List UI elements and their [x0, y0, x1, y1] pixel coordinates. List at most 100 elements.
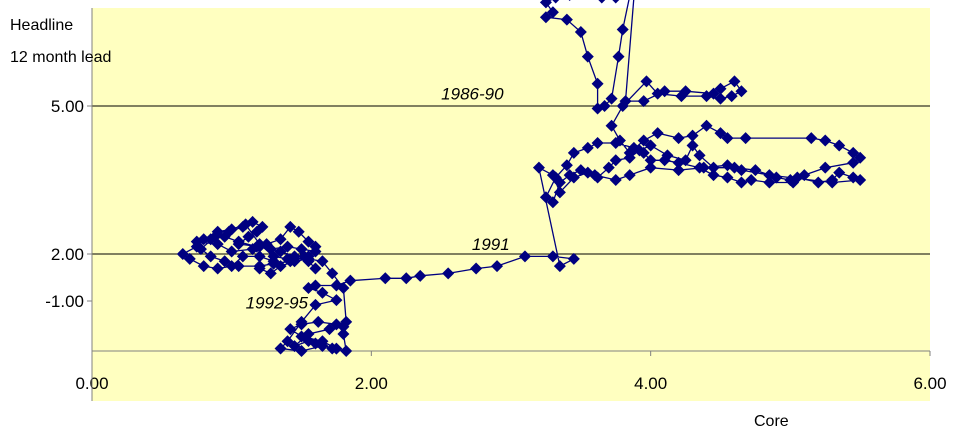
data-point-213	[302, 255, 315, 268]
data-point-197	[253, 260, 266, 273]
data-point-202	[208, 230, 221, 243]
data-point-50	[847, 156, 860, 169]
data-point-97	[826, 176, 839, 189]
data-point-9	[560, 13, 573, 26]
data-point-4	[568, 0, 571, 1]
data-point-204	[236, 220, 249, 233]
data-point-30	[675, 90, 688, 103]
data-point-112	[553, 260, 566, 273]
data-point-107	[581, 166, 594, 179]
data-point-78	[609, 154, 622, 167]
data-point-1	[612, 0, 620, 4]
data-point-160	[253, 250, 266, 263]
data-point-210	[253, 240, 266, 253]
data-point-125	[302, 281, 315, 294]
data-point-8	[539, 11, 552, 24]
x-tick-label-3: 6.00	[913, 374, 946, 393]
data-point-214	[309, 262, 322, 275]
data-point-118	[442, 267, 455, 280]
data-point-5	[552, 0, 560, 4]
data-point-25	[728, 75, 741, 88]
data-point-138	[295, 318, 308, 331]
data-point-148	[340, 345, 353, 357]
data-point-81	[644, 139, 657, 152]
x-axis-title: Core	[754, 413, 789, 430]
data-point-84	[686, 139, 699, 152]
data-point-11	[581, 50, 594, 63]
data-point-32	[640, 75, 653, 88]
annotations-group: 1986-90 1991 1992-95	[246, 85, 510, 313]
data-point-104	[623, 169, 636, 182]
data-point-100	[721, 159, 734, 172]
data-point-6	[539, 0, 552, 9]
data-point-151	[337, 281, 350, 294]
data-point-51	[819, 161, 832, 174]
data-point-196	[267, 257, 280, 270]
data-point-92	[812, 176, 825, 189]
data-point-117	[470, 262, 483, 275]
data-point-198	[232, 260, 245, 273]
data-point-105	[609, 174, 622, 186]
data-point-113	[567, 252, 580, 265]
data-point-101	[697, 161, 710, 174]
data-point-208	[242, 230, 255, 243]
data-point-79	[623, 151, 636, 164]
data-point-137	[284, 323, 297, 336]
data-point-24	[714, 82, 727, 95]
data-point-16	[612, 50, 625, 63]
x-tick-label-1: 2.00	[355, 374, 388, 393]
y-tick-label-2: 5.00	[51, 97, 84, 116]
data-point-55	[745, 174, 758, 186]
data-point-212	[288, 250, 301, 263]
data-point-57	[721, 171, 734, 184]
data-point-207	[250, 225, 263, 238]
data-point-120	[400, 272, 413, 285]
data-point-127	[330, 294, 343, 307]
data-point-199	[218, 255, 231, 268]
data-point-119	[414, 269, 427, 282]
data-point-189	[274, 233, 287, 246]
data-point-115	[518, 250, 531, 263]
data-point-103	[644, 161, 657, 174]
data-point-40	[686, 129, 699, 142]
y-tick-label-0: -1.00	[45, 292, 84, 311]
data-point-211	[274, 245, 287, 258]
data-point-161	[236, 250, 249, 263]
data-point-166	[176, 248, 189, 260]
data-point-91	[791, 171, 804, 184]
data-point-34	[605, 119, 618, 132]
data-point-67	[581, 141, 594, 154]
data-point-10	[574, 26, 587, 38]
data-point-147	[326, 342, 339, 355]
data-point-139	[312, 315, 325, 328]
data-point-108	[567, 171, 580, 184]
data-point-149	[337, 328, 350, 341]
data-point-77	[602, 161, 615, 174]
data-point-99	[735, 164, 748, 177]
data-point-41	[700, 119, 713, 132]
data-point-17	[616, 23, 629, 36]
data-point-114	[546, 250, 559, 263]
data-point-29	[700, 90, 713, 103]
data-point-65	[609, 137, 622, 149]
data-point-186	[225, 245, 238, 258]
data-point-88	[749, 164, 762, 177]
data-point-83	[679, 154, 692, 167]
data-point-15	[605, 92, 618, 105]
annotation-0: 1986-90	[441, 85, 504, 104]
data-point-144	[288, 340, 301, 353]
data-point-62	[644, 154, 657, 167]
data-point-143	[302, 328, 315, 341]
data-point-163	[211, 262, 224, 275]
data-point-82	[661, 149, 674, 162]
data-point-191	[292, 225, 305, 238]
y-axis: -1.00 2.00 5.00	[45, 8, 93, 401]
data-point-44	[739, 132, 752, 145]
data-point-68	[567, 146, 580, 159]
data-point-69	[560, 159, 573, 172]
data-point-131	[274, 342, 287, 355]
y-tick-label-1: 2.00	[51, 245, 84, 264]
data-point-110	[546, 169, 559, 182]
data-point-72	[546, 196, 559, 209]
data-point-157	[264, 267, 277, 280]
